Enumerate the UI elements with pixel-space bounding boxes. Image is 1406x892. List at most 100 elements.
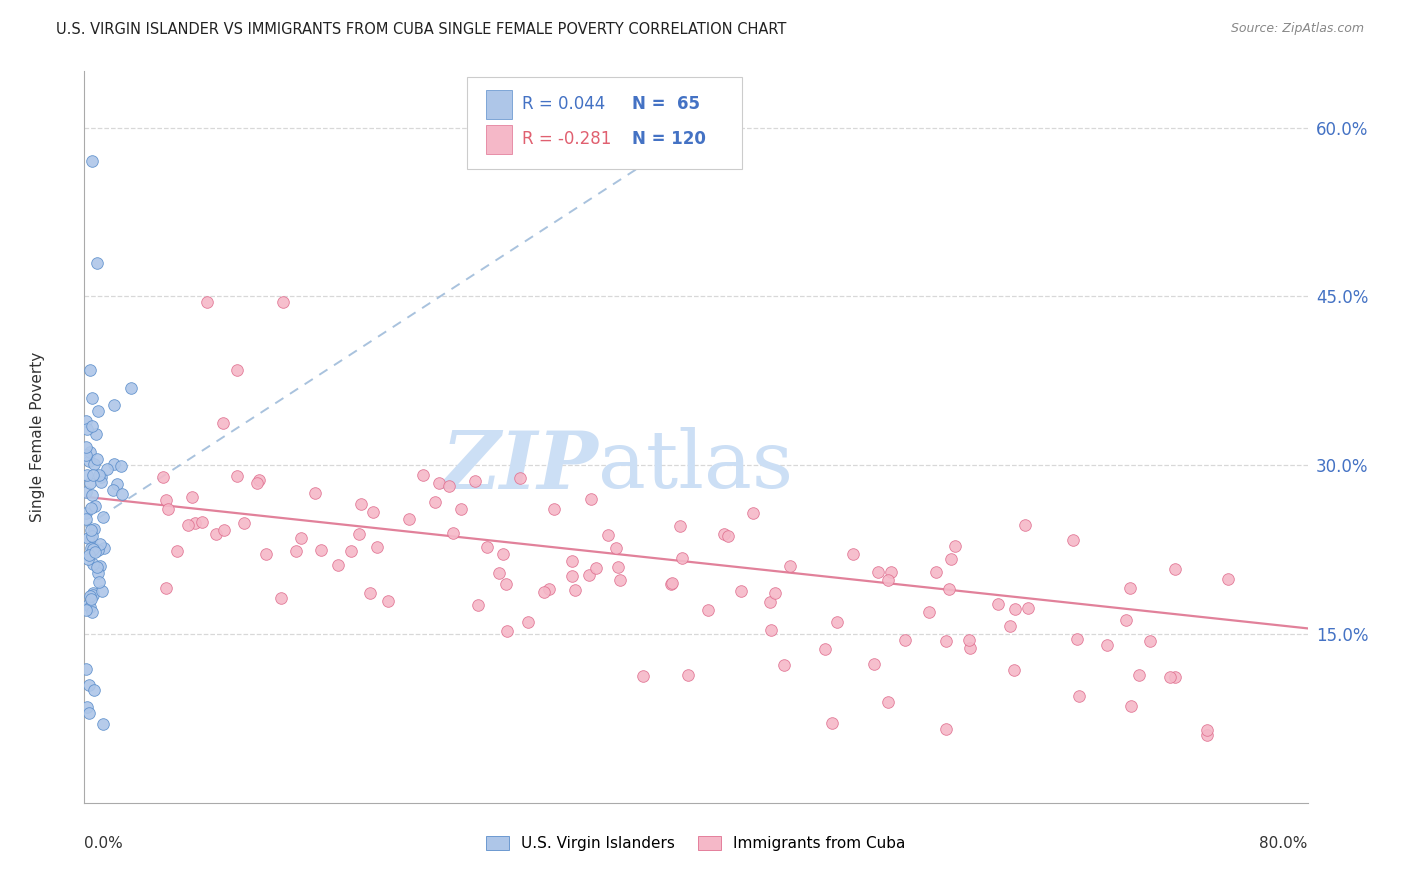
Point: [773, 657, 796, 672]
Point: [1002, 663, 1025, 677]
Point: [83, 522, 105, 536]
Text: Source: ZipAtlas.com: Source: ZipAtlas.com: [1230, 22, 1364, 36]
Point: [89, 559, 111, 574]
Point: [82, 467, 104, 482]
Point: [717, 529, 740, 543]
Point: [82, 558, 104, 572]
Point: [427, 476, 450, 491]
Point: [877, 695, 900, 709]
Text: atlas: atlas: [598, 427, 793, 506]
Point: [533, 585, 555, 599]
Point: [538, 582, 561, 596]
Point: [290, 532, 312, 546]
Point: [285, 544, 308, 558]
FancyBboxPatch shape: [467, 78, 742, 169]
Point: [77, 548, 100, 562]
Point: [759, 595, 782, 609]
Point: [1159, 670, 1181, 684]
Point: [110, 458, 132, 473]
Point: [377, 594, 399, 608]
Point: [561, 569, 583, 583]
Point: [75, 512, 97, 526]
Point: [225, 468, 247, 483]
Bar: [485, 89, 513, 119]
Point: [212, 417, 235, 431]
Point: [668, 518, 690, 533]
Point: [935, 634, 957, 648]
Point: [943, 539, 966, 553]
Point: [877, 573, 900, 587]
Point: [75, 448, 97, 462]
Point: [935, 722, 957, 736]
Point: [742, 506, 765, 520]
Point: [1066, 632, 1088, 647]
Point: [247, 473, 270, 487]
Point: [271, 295, 294, 310]
Point: [89, 537, 111, 551]
Point: [609, 574, 631, 588]
Point: [326, 558, 349, 572]
Point: [941, 552, 963, 566]
Point: [763, 586, 786, 600]
Point: [76, 468, 98, 483]
Point: [82, 541, 104, 555]
Point: [697, 603, 720, 617]
Point: [464, 475, 486, 489]
Point: [254, 547, 277, 561]
Point: [1004, 602, 1026, 616]
Point: [79, 590, 101, 604]
Point: [340, 543, 363, 558]
Text: Single Female Poverty: Single Female Poverty: [31, 352, 45, 522]
Text: U.S. VIRGIN ISLANDER VS IMMIGRANTS FROM CUBA SINGLE FEMALE POVERTY CORRELATION C: U.S. VIRGIN ISLANDER VS IMMIGRANTS FROM …: [56, 22, 786, 37]
Point: [232, 516, 254, 530]
Point: [605, 541, 627, 556]
Point: [77, 552, 100, 566]
Text: 0.0%: 0.0%: [84, 836, 124, 851]
Point: [83, 683, 105, 698]
Point: [156, 501, 179, 516]
Text: R = -0.281: R = -0.281: [522, 130, 612, 148]
Point: [152, 470, 174, 484]
Point: [606, 560, 628, 574]
Point: [309, 543, 332, 558]
Point: [730, 584, 752, 599]
Point: [111, 487, 134, 501]
Point: [79, 599, 101, 614]
Point: [80, 154, 103, 169]
Point: [1216, 572, 1239, 586]
Bar: [485, 125, 513, 154]
Point: [83, 457, 105, 471]
Point: [517, 615, 540, 629]
Point: [84, 427, 107, 442]
Point: [1163, 562, 1185, 576]
Point: [659, 577, 682, 591]
Point: [894, 633, 917, 648]
Point: [79, 475, 101, 490]
Point: [467, 599, 489, 613]
Point: [761, 623, 783, 637]
Point: [987, 597, 1010, 611]
Point: [82, 586, 104, 600]
Legend: U.S. Virgin Islanders, Immigrants from Cuba: U.S. Virgin Islanders, Immigrants from C…: [479, 830, 912, 857]
Point: [75, 662, 97, 676]
Point: [75, 484, 97, 499]
Point: [205, 526, 228, 541]
Point: [1119, 699, 1142, 714]
Point: [82, 542, 104, 557]
Text: ZIP: ZIP: [441, 427, 598, 505]
Point: [195, 295, 218, 310]
Point: [350, 497, 373, 511]
Point: [423, 495, 446, 509]
Point: [96, 462, 118, 476]
Point: [496, 624, 519, 638]
Point: [80, 500, 103, 515]
Point: [177, 518, 200, 533]
Point: [191, 515, 214, 529]
Point: [1014, 518, 1036, 533]
Point: [86, 452, 108, 467]
Point: [495, 576, 517, 591]
Point: [103, 483, 125, 497]
Point: [633, 669, 655, 683]
Point: [488, 566, 510, 580]
Point: [1139, 633, 1161, 648]
